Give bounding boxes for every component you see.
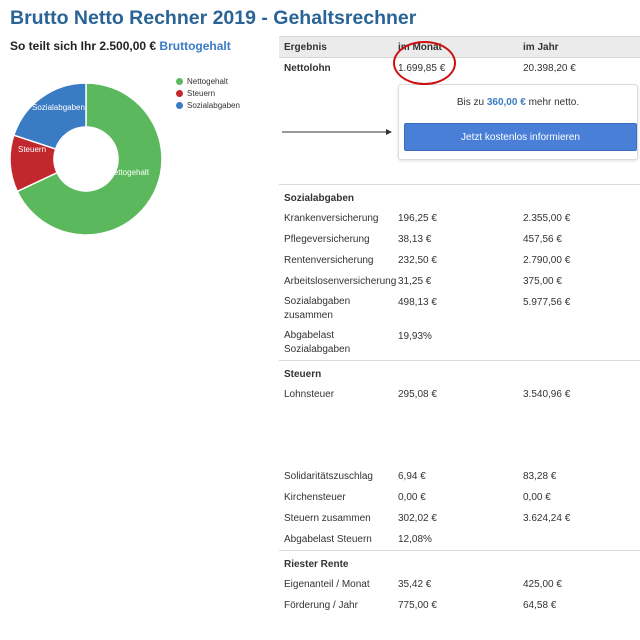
promo-suffix: mehr netto.	[528, 97, 580, 108]
row-month: 232,50 €	[398, 255, 437, 266]
netto-month: 1.699,85 €	[398, 63, 446, 74]
row-month: 19,93%	[398, 331, 432, 342]
legend-item-sozial[interactable]: Sozialabgaben	[176, 99, 240, 111]
promo-prefix: Bis zu	[456, 97, 485, 108]
table-row: Sozialabgaben zusammen 498,13 € 5.977,56 €	[279, 292, 640, 326]
row-year: 425,00 €	[523, 579, 562, 590]
page-title: Brutto Netto Rechner 2019 - Gehaltsrechn…	[10, 7, 417, 29]
lohnsteuer-row: Lohnsteuer 295,08 € 3.540,96 €	[279, 384, 640, 405]
row-year: 2.790,00 €	[523, 255, 571, 266]
table-row: Abgabelast Sozialabgaben 19,93%	[279, 326, 640, 360]
col-result: Ergebnis	[284, 42, 327, 53]
legend-dot-netto	[176, 77, 183, 85]
steuern-rows: Solidaritätszuschlag 6,94 € 83,28 € Kirchen…	[279, 466, 640, 550]
col-year: im Jahr	[523, 42, 559, 53]
slice-label-netto: Nettogehalt	[108, 168, 150, 177]
table-row: Steuern zusammen 302,02 € 3.624,24 €	[279, 508, 640, 529]
row-month: 302,02 €	[398, 513, 437, 524]
row-month: 196,25 €	[398, 213, 437, 224]
row-label: Krankenversicherung	[284, 213, 379, 224]
row-label: Förderung / Jahr	[284, 600, 358, 611]
row-month: 0,00 €	[398, 492, 426, 503]
section-riester-title: Riester Rente	[284, 559, 349, 570]
netto-year: 20.398,20 €	[523, 63, 576, 74]
row-month: 775,00 €	[398, 600, 437, 611]
legend-dot-steuern	[176, 89, 183, 97]
col-month: im Monat	[398, 42, 442, 53]
row-year: 2.355,00 €	[523, 213, 571, 224]
row-label: Eigenanteil / Monat	[284, 579, 370, 590]
netto-label: Nettolohn	[284, 63, 331, 74]
row-label: Sozialabgaben zusammen	[284, 296, 351, 321]
promo-amount: 360,00 €	[486, 97, 526, 108]
row-label: Abgabelast Steuern	[284, 534, 372, 545]
sozial-rows: Krankenversicherung 196,25 € 2.355,00 € Pfl…	[279, 208, 640, 360]
row-label: Solidaritätszuschlag	[284, 471, 373, 482]
slice-netto[interactable]	[16, 82, 163, 236]
row-label: Steuern zusammen	[284, 513, 371, 524]
row-label: Arbeitslosenversicherung	[284, 276, 397, 287]
row-year: 375,00 €	[523, 276, 562, 287]
row-month: 6,94 €	[398, 471, 426, 482]
donut-chart: Nettogehalt Steuern Sozialabgaben Nettog…	[9, 61, 275, 271]
legend-item-netto[interactable]: Nettogehalt	[176, 75, 240, 87]
riester-rows: Eigenanteil / Monat 35,42 € 425,00 € Förder…	[279, 574, 640, 616]
row-month: 31,25 €	[398, 276, 432, 287]
table-row: Förderung / Jahr 775,00 € 64,58 €	[279, 595, 640, 616]
slice-sozial[interactable]	[12, 82, 87, 150]
row-year: 64,58 €	[523, 600, 557, 611]
legend-label-steuern: Steuern	[187, 88, 216, 98]
section-sozial: Sozialabgaben	[279, 184, 640, 208]
legend-item-steuern[interactable]: Steuern	[176, 87, 240, 99]
slice-label-steuern: Steuern	[18, 145, 46, 154]
netto-row: Nettolohn 1.699,85 € 20.398,20 €	[279, 58, 640, 80]
row-year: 3.540,96 €	[523, 389, 571, 400]
legend-label-netto: Nettogehalt	[187, 76, 228, 86]
row-label: Abgabelast Sozialabgaben	[284, 330, 351, 355]
row-year: 457,56 €	[523, 234, 562, 245]
results-header: Ergebnis im Monat im Jahr	[279, 36, 640, 58]
row-month: 12,08%	[398, 534, 432, 545]
row-year: 0,00 €	[523, 492, 551, 503]
row-month: 38,13 €	[398, 234, 432, 245]
row-year: 83,28 €	[523, 471, 557, 482]
row-label: Kirchensteuer	[284, 492, 346, 503]
section-riester: Riester Rente	[279, 550, 640, 574]
row-label: Pflegeversicherung	[284, 234, 370, 245]
row-label: Lohnsteuer	[284, 389, 335, 400]
results-table: Ergebnis im Monat im Jahr Nettolohn 1.69…	[279, 36, 640, 616]
row-month: 295,08 €	[398, 389, 437, 400]
legend-label-sozial: Sozialabgaben	[187, 100, 240, 110]
section-sozial-title: Sozialabgaben	[284, 193, 355, 204]
lohnsteuer-spacer	[279, 405, 640, 466]
distribution-panel: So teilt sich Ihr 2.500,00 € Bruttogehal…	[9, 39, 275, 236]
row-month: 35,42 €	[398, 579, 432, 590]
row-month: 498,13 €	[398, 297, 437, 308]
subtitle-accent: Bruttogehalt	[159, 39, 231, 53]
arrow-icon	[282, 129, 392, 135]
promo-text: Bis zu 360,00 € mehr netto.	[399, 97, 637, 108]
inform-button[interactable]: Jetzt kostenlos informieren	[404, 123, 637, 151]
table-row: Rentenversicherung 232,50 € 2.790,00 €	[279, 250, 640, 271]
table-row: Pflegeversicherung 38,13 € 457,56 €	[279, 229, 640, 250]
row-label: Rentenversicherung	[284, 255, 374, 266]
chart-legend: Nettogehalt Steuern Sozialabgaben	[176, 75, 240, 111]
row-year: 3.624,24 €	[523, 513, 571, 524]
slice-label-sozial: Sozialabgaben	[32, 103, 85, 112]
donut-svg: Nettogehalt Steuern Sozialabgaben	[9, 82, 163, 236]
row-year: 5.977,56 €	[523, 297, 571, 308]
table-row: Arbeitslosenversicherung 31,25 € 375,00 €	[279, 271, 640, 292]
section-steuern: Steuern	[279, 360, 640, 384]
subtitle-prefix: So teilt sich Ihr 2.500,00 €	[10, 39, 157, 53]
table-row: Eigenanteil / Monat 35,42 € 425,00 €	[279, 574, 640, 595]
legend-dot-sozial	[176, 101, 183, 109]
table-row: Kirchensteuer 0,00 € 0,00 €	[279, 487, 640, 508]
section-steuern-title: Steuern	[284, 369, 322, 380]
table-row: Krankenversicherung 196,25 € 2.355,00 €	[279, 208, 640, 229]
table-row: Abgabelast Steuern 12,08%	[279, 529, 640, 550]
distribution-subtitle: So teilt sich Ihr 2.500,00 € Bruttogehal…	[10, 39, 275, 53]
promo-box: Bis zu 360,00 € mehr netto. Jetzt kosten…	[398, 84, 638, 160]
table-row: Solidaritätszuschlag 6,94 € 83,28 €	[279, 466, 640, 487]
